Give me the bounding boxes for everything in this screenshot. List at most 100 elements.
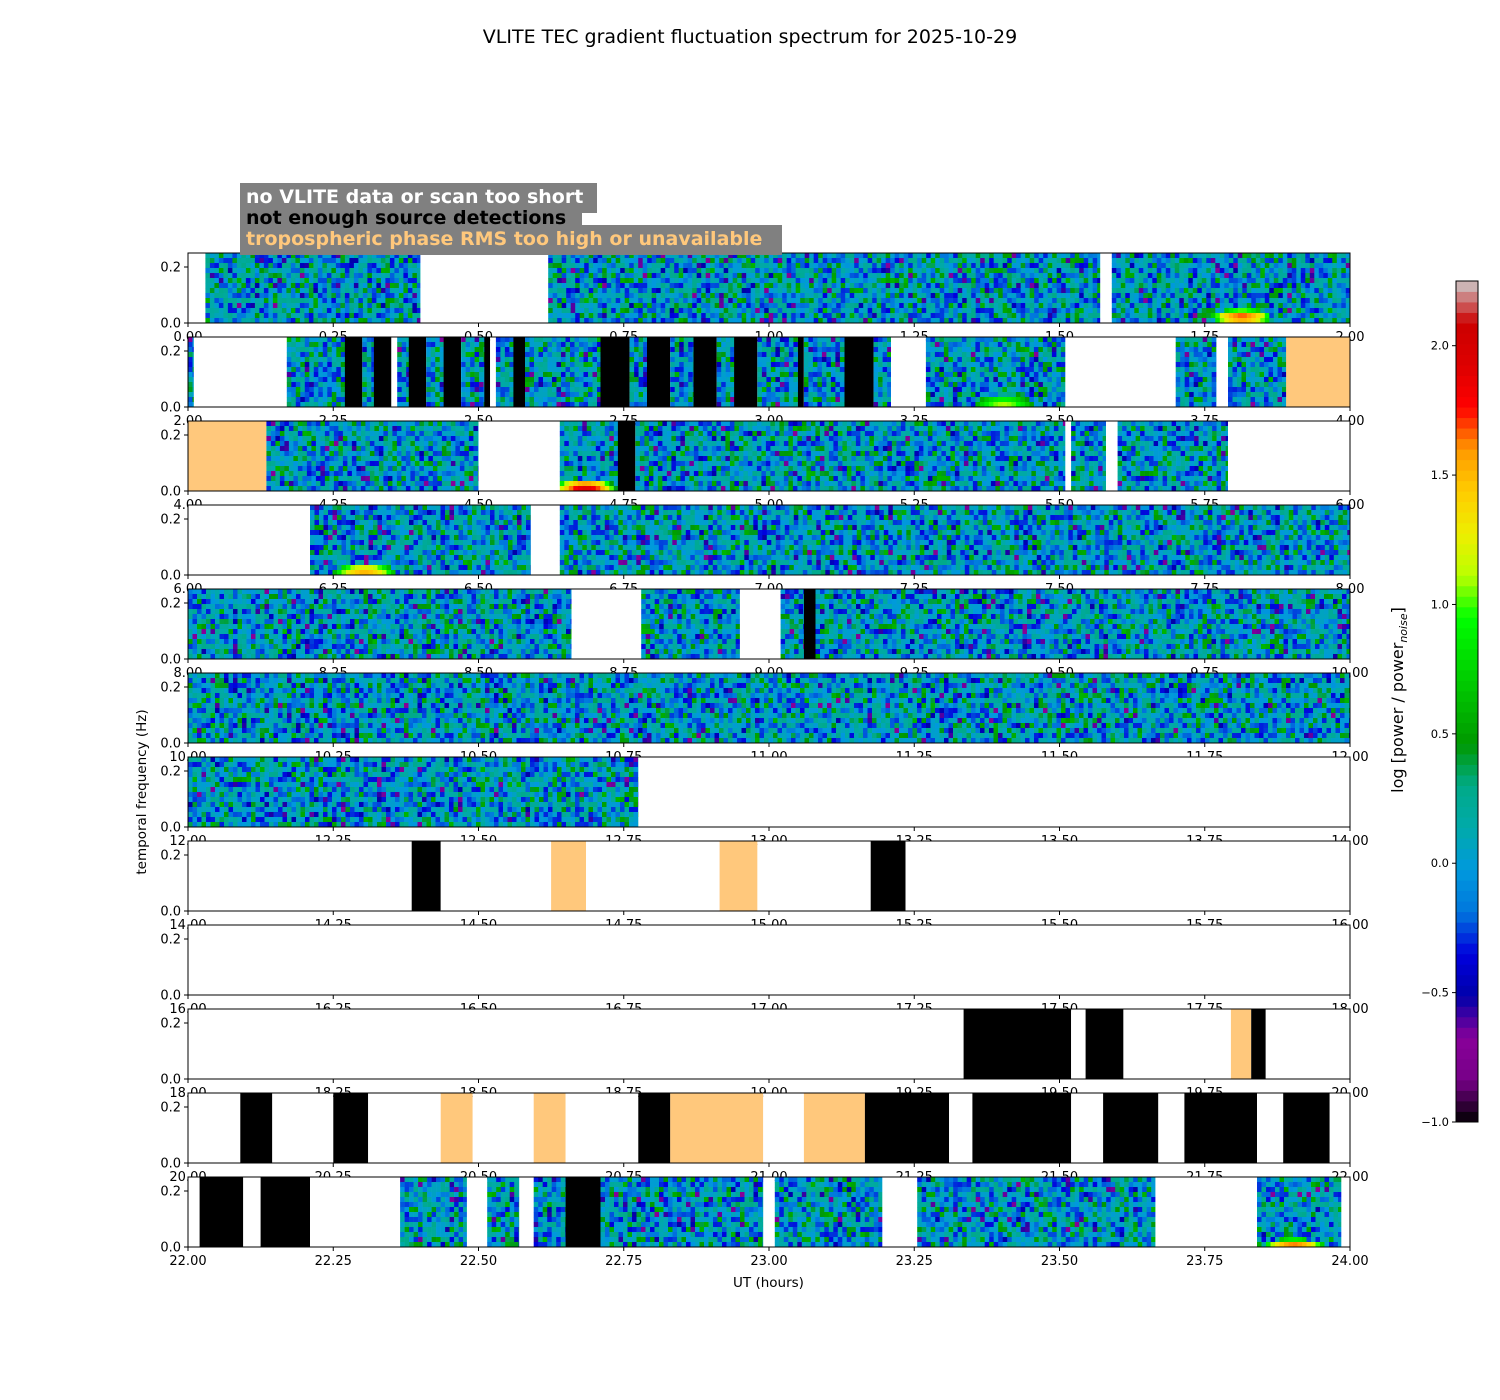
spectrum-cell bbox=[588, 382, 593, 388]
spectrum-cell bbox=[474, 367, 480, 373]
spectrum-cell bbox=[793, 347, 799, 353]
spectrum-cell bbox=[808, 372, 814, 378]
spectrum-cell bbox=[1189, 392, 1194, 398]
spectrum-cell bbox=[335, 288, 341, 294]
spectrum-cell bbox=[854, 308, 859, 314]
spectrum-cell bbox=[295, 342, 301, 348]
spectrum-cell bbox=[416, 303, 421, 309]
spectrum-cell bbox=[1251, 263, 1257, 269]
spectrum-cell bbox=[1305, 258, 1311, 264]
spectrum-cell bbox=[854, 268, 859, 274]
spectrum-cell bbox=[984, 352, 990, 358]
spectrum-cell bbox=[638, 382, 644, 388]
spectrum-cell bbox=[1029, 377, 1035, 383]
spectrum-cell bbox=[336, 377, 342, 383]
spectrum-cell bbox=[656, 298, 661, 304]
spectrum-cell bbox=[890, 288, 895, 294]
spectrum-cell bbox=[1323, 298, 1329, 304]
spectrum-cell bbox=[692, 258, 697, 264]
spectrum-cell bbox=[406, 392, 410, 398]
spectrum-cell bbox=[826, 347, 832, 353]
spectrum-cell bbox=[881, 283, 886, 289]
spectrum-cell bbox=[845, 303, 850, 309]
spectrum-cell bbox=[597, 263, 603, 269]
spectrum-cell bbox=[1287, 308, 1293, 314]
spectrum-cell bbox=[209, 308, 215, 314]
spectrum-cell bbox=[286, 357, 292, 363]
spectrum-cell bbox=[669, 268, 675, 274]
spectrum-cell bbox=[821, 337, 827, 343]
spectrum-cell bbox=[547, 337, 553, 343]
spectrum-cell bbox=[398, 303, 404, 309]
spectrum-cell bbox=[660, 258, 666, 264]
spectrum-cell bbox=[656, 293, 661, 299]
spectrum-cell bbox=[887, 337, 892, 343]
spectrum-cell bbox=[1079, 253, 1084, 259]
spectrum-cell bbox=[1116, 253, 1122, 259]
spectrum-cell bbox=[831, 258, 837, 264]
spectrum-cell bbox=[209, 283, 215, 289]
spectrum-cell bbox=[660, 253, 666, 259]
spectrum-cell bbox=[1029, 263, 1035, 269]
spectrum-cell bbox=[1052, 288, 1057, 294]
spectrum-cell bbox=[882, 342, 888, 348]
spectrum-cell bbox=[358, 278, 364, 284]
spectrum-cell bbox=[579, 352, 584, 358]
spectrum-cell bbox=[1215, 263, 1221, 269]
spectrum-cell bbox=[755, 298, 760, 304]
spectrum-cell bbox=[971, 288, 976, 294]
spectrum-cell bbox=[817, 352, 823, 358]
spectrum-cell bbox=[899, 268, 904, 274]
spectrum-cell bbox=[643, 387, 648, 393]
spectrum-cell bbox=[633, 313, 639, 319]
spectrum-cell bbox=[1052, 253, 1057, 259]
spectrum-cell bbox=[1015, 397, 1021, 403]
spectrum-cell bbox=[638, 293, 643, 299]
spectrum-cell bbox=[376, 263, 382, 269]
spectrum-cell bbox=[543, 382, 548, 388]
spectrum-cell bbox=[757, 387, 763, 393]
spectrum-cell bbox=[403, 278, 409, 284]
spectrum-cell bbox=[1016, 258, 1021, 264]
spectrum-cell bbox=[548, 303, 553, 309]
spectrum-cell bbox=[788, 357, 794, 363]
spectrum-cell bbox=[812, 392, 818, 398]
spectrum-cell bbox=[876, 268, 882, 274]
spectrum-cell bbox=[548, 258, 553, 264]
spectrum-cell bbox=[808, 357, 814, 363]
spectrum-cell bbox=[322, 263, 328, 269]
spectrum-cell bbox=[962, 253, 967, 259]
spectrum-cell bbox=[998, 318, 1003, 324]
spectrum-cell bbox=[205, 263, 211, 269]
spectrum-cell bbox=[800, 263, 805, 269]
spectrum-cell bbox=[407, 283, 413, 289]
spectrum-cell bbox=[1228, 308, 1234, 314]
spectrum-cell bbox=[1079, 308, 1084, 314]
spectrum-cell bbox=[335, 318, 341, 324]
spectrum-cell bbox=[839, 387, 845, 393]
spectrum-cell bbox=[925, 337, 931, 343]
spectrum-cell bbox=[1034, 298, 1039, 304]
spectrum-cells bbox=[925, 337, 1066, 408]
spectrum-cell bbox=[817, 387, 823, 393]
spectrum-cell bbox=[784, 372, 790, 378]
spectrum-cell bbox=[788, 367, 794, 373]
spectrum-cell bbox=[1174, 318, 1180, 324]
spectrum-cell bbox=[1020, 313, 1026, 319]
spectrum-cell bbox=[304, 377, 310, 383]
spectrum-cell bbox=[1224, 308, 1230, 314]
spectrum-cell bbox=[728, 303, 733, 309]
spectrum-cell bbox=[1183, 273, 1189, 279]
spectrum-cell bbox=[397, 402, 402, 408]
spectrum-cell bbox=[509, 397, 514, 403]
spectrum-cell bbox=[728, 268, 733, 274]
spectrum-cell bbox=[1129, 258, 1135, 264]
spectrum-cell bbox=[980, 308, 985, 314]
spectrum-cell bbox=[263, 313, 269, 319]
spectrum-cell bbox=[788, 392, 794, 398]
spectrum-cell bbox=[1251, 303, 1257, 309]
spectrum-cell bbox=[912, 303, 918, 309]
spectrum-cell bbox=[367, 258, 373, 264]
spectrum-cell bbox=[1228, 253, 1234, 259]
spectrum-cell bbox=[993, 367, 999, 373]
